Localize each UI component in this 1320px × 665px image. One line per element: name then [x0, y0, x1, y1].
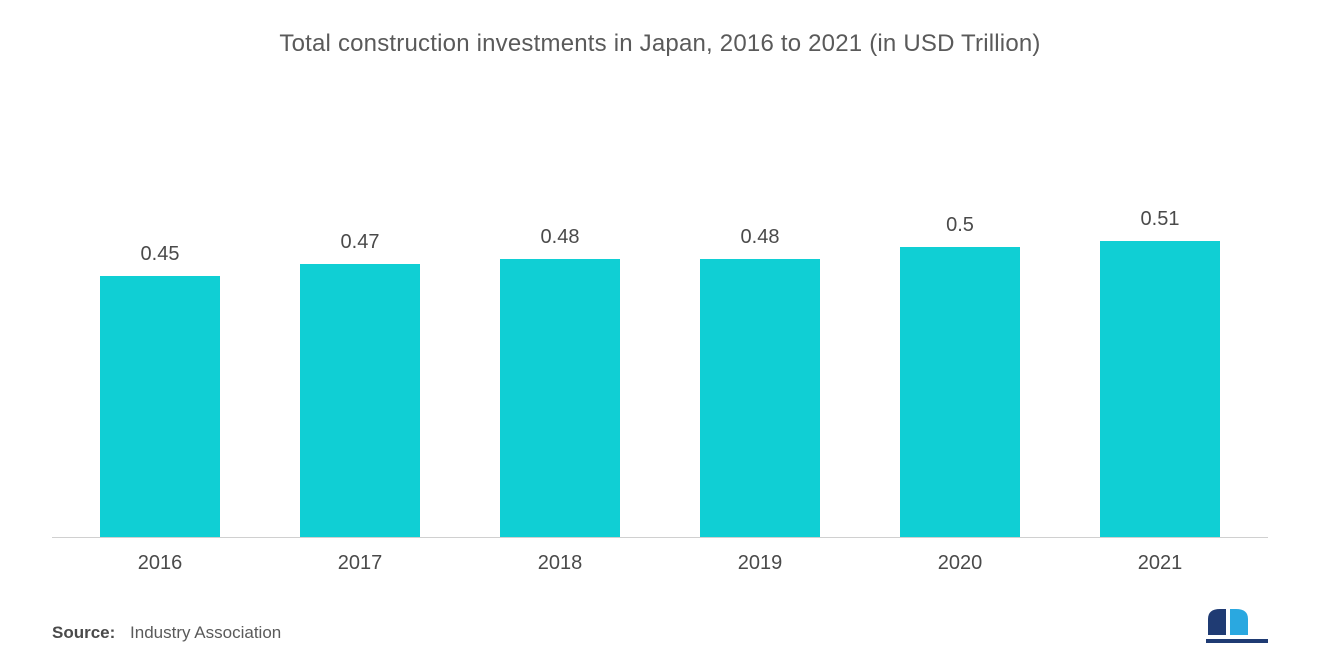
chart-footer: Source: Industry Association — [52, 605, 1268, 643]
brand-logo-icon — [1206, 605, 1268, 643]
bar-group: 0.48 — [460, 68, 660, 537]
bar-value-label: 0.47 — [341, 231, 380, 254]
bar — [700, 259, 820, 537]
source-value: Industry Association — [130, 623, 281, 642]
x-axis-label: 2020 — [860, 552, 1060, 575]
source-attribution: Source: Industry Association — [52, 623, 281, 643]
x-axis-label: 2018 — [460, 552, 660, 575]
x-axis-label: 2019 — [660, 552, 860, 575]
bar-group: 0.48 — [660, 68, 860, 537]
bar-value-label: 0.5 — [946, 214, 974, 237]
bar-value-label: 0.45 — [141, 243, 180, 266]
source-label: Source: — [52, 623, 115, 642]
bar — [100, 276, 220, 537]
bar-group: 0.5 — [860, 68, 1060, 537]
bar-plot-area: 0.45 0.47 0.48 0.48 0.5 0.51 — [52, 68, 1268, 538]
x-axis-label: 2021 — [1060, 552, 1260, 575]
bar-value-label: 0.48 — [741, 226, 780, 249]
bar — [1100, 241, 1220, 537]
bar-value-label: 0.51 — [1141, 208, 1180, 231]
bar — [900, 247, 1020, 537]
chart-container: Total construction investments in Japan,… — [0, 0, 1320, 665]
chart-title: Total construction investments in Japan,… — [52, 30, 1268, 58]
bar-value-label: 0.48 — [541, 226, 580, 249]
bar-group: 0.45 — [60, 68, 260, 537]
x-axis-label: 2016 — [60, 552, 260, 575]
x-axis-label: 2017 — [260, 552, 460, 575]
bar-group: 0.47 — [260, 68, 460, 537]
bar — [500, 259, 620, 537]
x-axis-labels: 201620172018201920202021 — [52, 552, 1268, 575]
bar — [300, 264, 420, 537]
bar-group: 0.51 — [1060, 68, 1260, 537]
